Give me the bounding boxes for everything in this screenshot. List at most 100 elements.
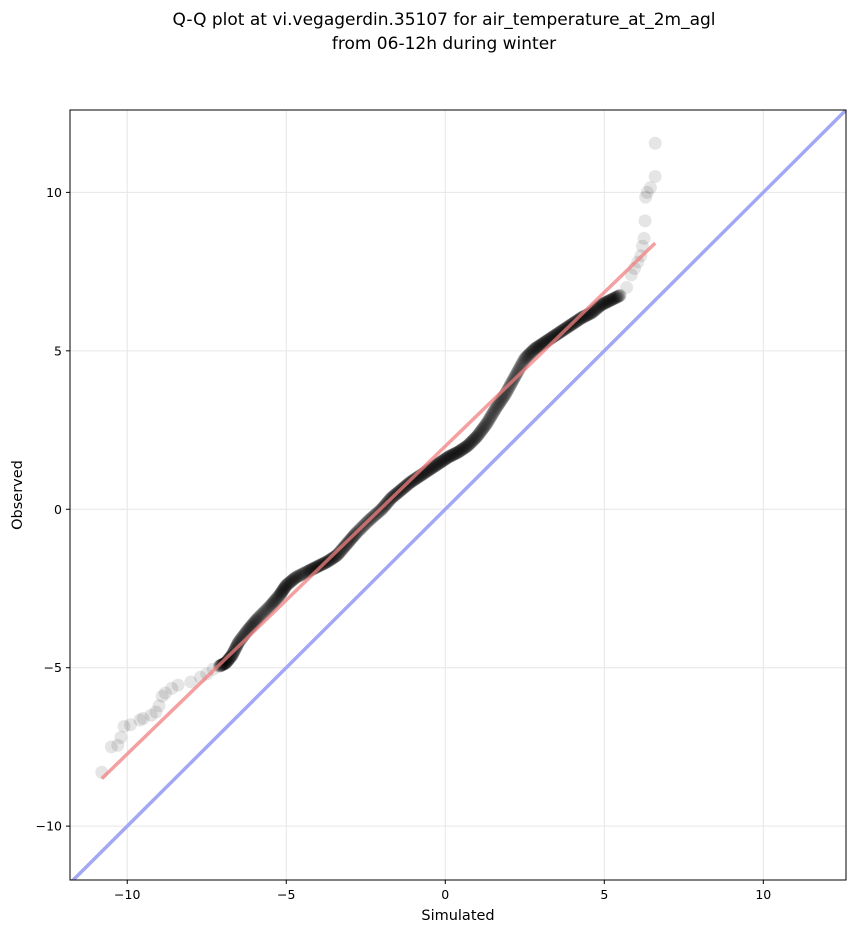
qq-point-dense: [611, 290, 625, 304]
qq-point-dense: [276, 583, 290, 597]
qq-point-dense: [290, 570, 304, 584]
qq-point: [165, 681, 179, 695]
qq-point-dense: [255, 607, 269, 621]
qq-point: [575, 311, 589, 325]
qq-point-dense: [473, 426, 487, 440]
qq-point-dense: [595, 298, 609, 312]
qq-point-dense: [468, 431, 482, 445]
qq-point-dense: [251, 611, 265, 625]
qq-point: [638, 214, 652, 228]
qq-point-dense: [443, 449, 457, 463]
qq-point-dense: [596, 297, 610, 311]
qq-point: [152, 699, 166, 713]
qq-point-dense: [338, 540, 352, 554]
qq-point-dense: [250, 613, 264, 627]
qq-point: [155, 689, 169, 703]
qq-point-dense: [487, 404, 501, 418]
qq-point-dense: [481, 415, 495, 429]
qq-point-dense: [526, 344, 540, 358]
qq-point-dense: [598, 296, 612, 310]
qq-point-dense: [286, 573, 300, 587]
qq-point-dense: [271, 590, 285, 604]
qq-point-dense: [553, 325, 567, 339]
qq-point-dense: [573, 312, 587, 326]
qq-point-dense: [464, 436, 478, 450]
qq-point-dense: [609, 290, 623, 304]
qq-point: [470, 429, 484, 443]
qq-point-dense: [553, 325, 567, 339]
qq-point: [640, 185, 654, 199]
qq-point-dense: [280, 577, 294, 591]
qq-point-dense: [612, 289, 626, 303]
qq-point-dense: [458, 440, 472, 454]
qq-point-dense: [531, 340, 545, 354]
qq-point-dense: [528, 342, 542, 356]
qq-point-dense: [218, 656, 232, 670]
qq-point-dense: [215, 658, 229, 672]
qq-point-dense: [437, 453, 451, 467]
qq-point-dense: [292, 569, 306, 583]
qq-point-dense: [432, 456, 446, 470]
y-tick-label: −10: [36, 819, 62, 834]
qq-point-dense: [431, 457, 445, 471]
qq-point: [232, 635, 246, 649]
qq-point-dense: [610, 290, 624, 304]
qq-point-dense: [256, 607, 270, 621]
qq-point-dense: [264, 598, 278, 612]
qq-point: [136, 711, 150, 725]
qq-point-dense: [231, 636, 245, 650]
qq-point-dense: [468, 431, 482, 445]
qq-point-dense: [441, 450, 455, 464]
qq-point-dense: [285, 574, 299, 588]
qq-point-dense: [445, 448, 459, 462]
qq-point-dense: [478, 419, 492, 433]
qq-point-dense: [523, 346, 537, 360]
qq-point-dense: [597, 296, 611, 310]
qq-point-dense: [594, 298, 608, 312]
qq-point: [171, 678, 185, 692]
qq-point-dense: [230, 637, 244, 651]
qq-point-dense: [523, 347, 537, 361]
qq-point-dense: [294, 568, 308, 582]
qq-point-dense: [274, 587, 288, 601]
qq-point-dense: [290, 570, 304, 584]
qq-point: [149, 705, 163, 719]
qq-point-dense: [438, 452, 452, 466]
qq-point-dense: [593, 299, 607, 313]
qq-point-dense: [430, 458, 444, 472]
qq-point-dense: [274, 586, 288, 600]
qq-point-dense: [484, 409, 498, 423]
qq-point-dense: [326, 551, 340, 565]
qq-point-dense: [263, 600, 277, 614]
qq-point-dense: [284, 574, 298, 588]
qq-point-dense: [443, 449, 457, 463]
qq-point-dense: [612, 289, 626, 303]
qq-point-dense: [436, 453, 450, 467]
qq-point-dense: [471, 428, 485, 442]
qq-point-dense: [436, 454, 450, 468]
qq-point: [200, 667, 214, 681]
qq-point-dense: [217, 657, 231, 671]
qq-point-dense: [275, 585, 289, 599]
qq-point-dense: [477, 420, 491, 434]
qq-point-dense: [425, 461, 439, 475]
qq-point-dense: [472, 427, 486, 441]
qq-point-dense: [611, 289, 625, 303]
qq-point-dense: [454, 443, 468, 457]
qq-point-dense: [339, 538, 353, 552]
qq-point-dense: [231, 637, 245, 651]
qq-point-dense: [552, 326, 566, 340]
qq-point-dense: [334, 544, 348, 558]
qq-point-dense: [406, 474, 420, 488]
qq-point-dense: [333, 545, 347, 559]
qq-point-dense: [475, 422, 489, 436]
qq-point-dense: [600, 295, 614, 309]
qq-point-dense: [479, 417, 493, 431]
qq-point-dense: [452, 445, 466, 459]
qq-point-dense: [252, 610, 266, 624]
qq-point-dense: [274, 586, 288, 600]
qq-point-dense: [604, 293, 618, 307]
qq-point-dense: [491, 398, 505, 412]
qq-point-dense: [519, 351, 533, 365]
qq-point-dense: [448, 447, 462, 461]
